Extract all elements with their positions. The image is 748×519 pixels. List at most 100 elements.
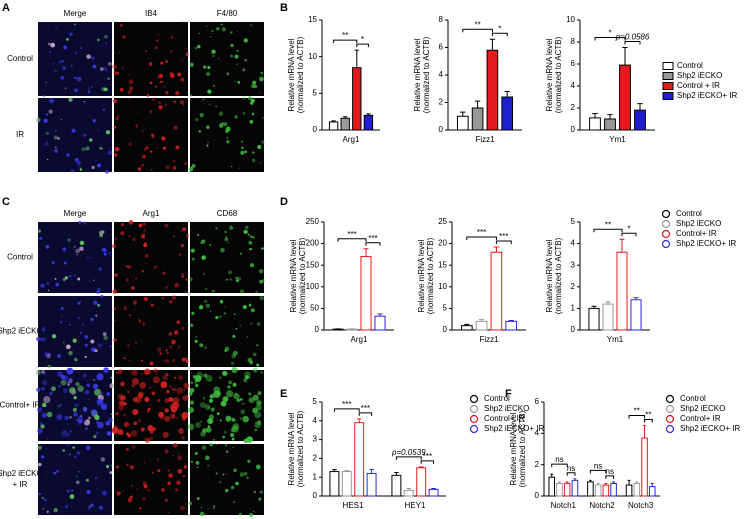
- speckle: [189, 94, 192, 97]
- speckle: [204, 455, 210, 461]
- speckle: [149, 436, 154, 441]
- significance-bracket: [395, 456, 422, 460]
- error-bar: [508, 319, 514, 322]
- significance-label: ns: [555, 455, 563, 464]
- speckle: [76, 253, 78, 256]
- speckle: [105, 130, 111, 135]
- error-bar: [637, 103, 643, 111]
- speckle: [130, 429, 138, 437]
- speckle: [241, 140, 243, 143]
- speckle: [254, 370, 257, 372]
- speckle: [252, 80, 257, 85]
- error-bar: [363, 248, 369, 257]
- speckle: [113, 338, 117, 342]
- speckle: [209, 398, 214, 403]
- speckle: [247, 96, 252, 100]
- y-tick-label: 4: [535, 428, 540, 437]
- speckle: [219, 300, 224, 304]
- speckle: [162, 271, 166, 275]
- speckle: [54, 69, 57, 73]
- speckle: [159, 352, 162, 355]
- legend-label: Control: [680, 394, 706, 403]
- speckle: [37, 445, 42, 450]
- speckle: [123, 421, 130, 428]
- speckle: [181, 435, 186, 440]
- error-bar: [460, 111, 466, 117]
- speckle: [127, 497, 133, 503]
- speckle: [83, 419, 91, 426]
- speckle: [109, 345, 112, 348]
- speckle: [243, 402, 245, 405]
- speckle: [149, 386, 152, 389]
- speckle: [78, 317, 80, 319]
- bar: [403, 489, 414, 497]
- legend-label: Control: [677, 61, 703, 70]
- speckle: [66, 153, 70, 157]
- speckle: [188, 501, 192, 506]
- bar: [602, 484, 610, 497]
- legend-swatch: [661, 219, 671, 229]
- speckle: [128, 97, 131, 100]
- speckle: [165, 60, 169, 64]
- significance-label: *: [498, 24, 501, 33]
- speckle: [114, 146, 120, 152]
- speckle: [97, 303, 101, 307]
- speckle: [100, 256, 103, 258]
- speckle: [230, 361, 235, 365]
- speckle: [129, 464, 135, 470]
- speckle: [61, 316, 63, 318]
- significance-label: ***: [347, 230, 356, 239]
- legend-swatch: [662, 82, 674, 90]
- speckle: [169, 385, 172, 388]
- speckle: [181, 357, 186, 362]
- speckle: [207, 141, 209, 144]
- speckle: [40, 283, 45, 288]
- bar: [625, 484, 633, 497]
- speckle: [44, 141, 49, 146]
- speckle: [66, 423, 69, 425]
- panel-letter: C: [2, 196, 10, 208]
- speckle: [170, 413, 176, 419]
- error-bar: [431, 487, 436, 490]
- speckle: [163, 86, 166, 88]
- speckle: [172, 413, 175, 415]
- speckle: [79, 331, 82, 334]
- speckle: [166, 390, 170, 394]
- speckle: [244, 150, 248, 154]
- speckle: [213, 386, 221, 394]
- speckle: [96, 373, 104, 381]
- speckle: [115, 103, 117, 105]
- speckle: [103, 367, 109, 373]
- error-bar: [604, 482, 608, 486]
- speckle: [164, 398, 170, 404]
- speckle: [39, 236, 43, 240]
- speckle: [54, 149, 59, 153]
- speckle: [47, 27, 49, 29]
- error-bar: [356, 418, 362, 423]
- error-bar: [596, 482, 600, 486]
- speckle: [209, 443, 213, 447]
- speckle: [145, 50, 148, 53]
- speckle: [243, 471, 248, 476]
- bar: [360, 256, 372, 331]
- significance-bracket: [566, 472, 576, 476]
- speckle: [180, 243, 185, 248]
- speckle: [100, 392, 103, 395]
- speckle: [155, 372, 158, 375]
- legend-swatch: [665, 404, 675, 414]
- x-tick-label: Ym1: [607, 335, 624, 344]
- speckle: [123, 413, 126, 416]
- speckle: [64, 87, 67, 89]
- speckle: [190, 460, 194, 463]
- legend-label: Control+ IR: [676, 229, 717, 238]
- speckle: [143, 296, 148, 302]
- speckle: [89, 138, 93, 142]
- speckle: [46, 353, 51, 359]
- speckle: [149, 429, 154, 434]
- speckle: [156, 76, 159, 79]
- speckle: [74, 357, 78, 362]
- speckle: [185, 237, 187, 239]
- y-tick-label: 8: [571, 37, 576, 46]
- speckle: [108, 251, 112, 255]
- speckle: [162, 359, 165, 362]
